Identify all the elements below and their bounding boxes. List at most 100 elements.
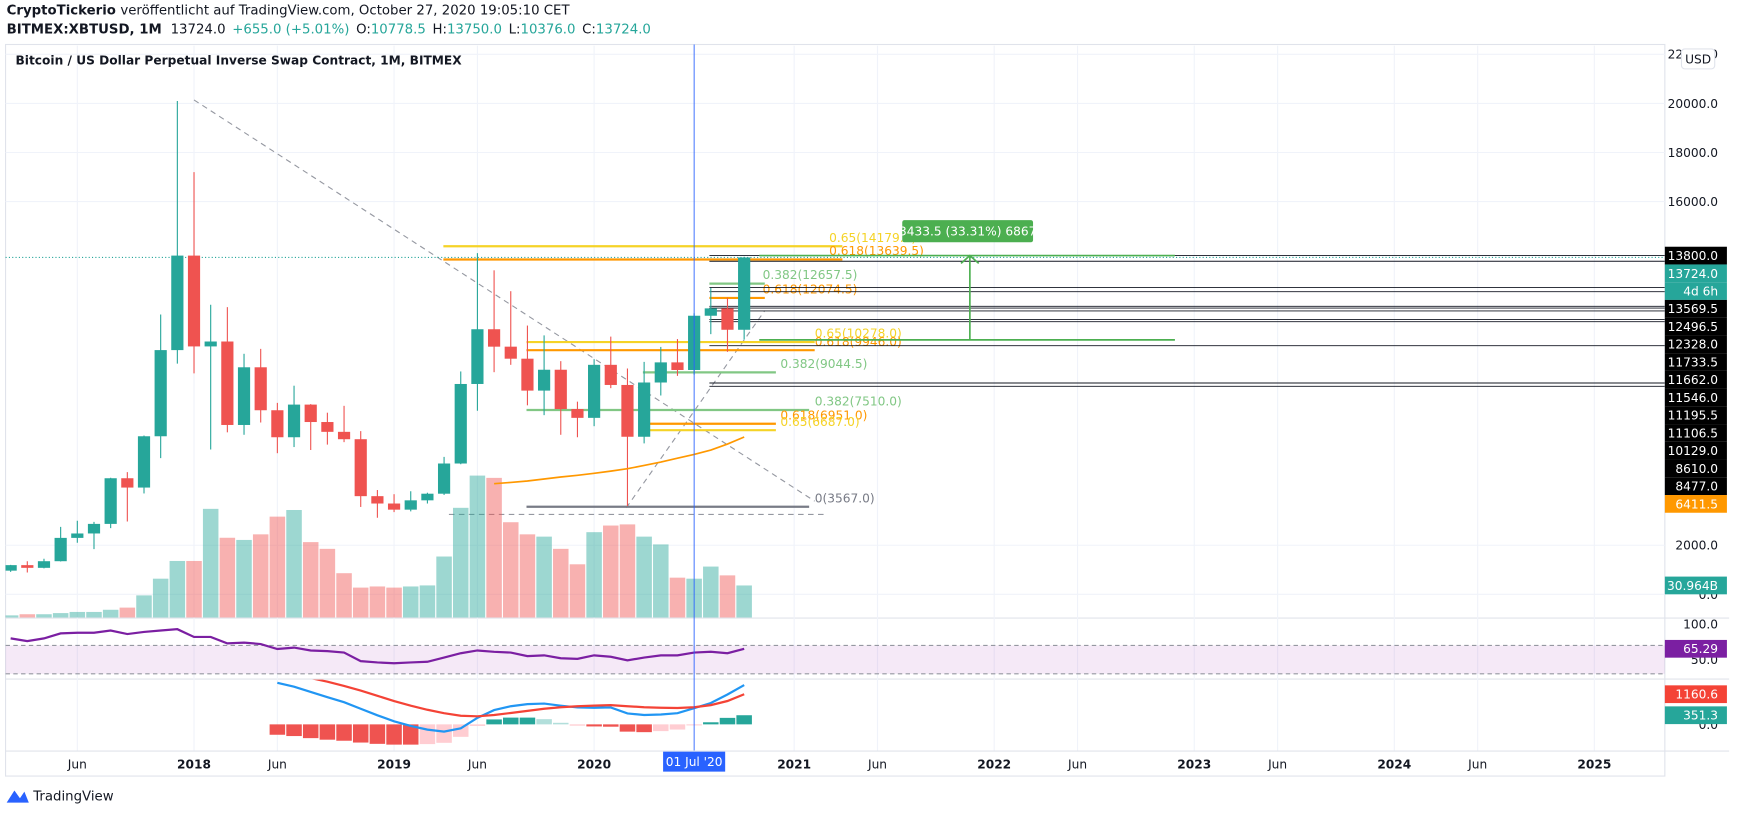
- macd-histogram: [402, 724, 419, 745]
- candle-body: [738, 257, 751, 330]
- volume-bar: [136, 595, 152, 618]
- crosshair-label: 01 Jul '20: [666, 755, 723, 769]
- histogram-badge-box: [1664, 706, 1727, 725]
- chart-title: Bitcoin / US Dollar Perpetual Inverse Sw…: [16, 53, 463, 67]
- fib-label: 0.618(13639.5): [829, 244, 924, 258]
- volume-bar: [269, 516, 286, 618]
- price-badge-box: [1664, 406, 1727, 425]
- quote-value: 10376.0: [520, 22, 575, 37]
- price-badge-box: [1664, 335, 1727, 354]
- macd-pane: [269, 679, 752, 745]
- rsi-line: [10, 628, 745, 665]
- candle-body: [371, 496, 384, 504]
- volume-bar: [452, 507, 469, 618]
- candle-body: [704, 308, 717, 316]
- volume-bar: [603, 525, 619, 618]
- x-tick-label: Jun: [267, 757, 287, 771]
- volume-bar: [419, 585, 436, 618]
- macd-histogram: [352, 724, 369, 743]
- volume-bar: [703, 566, 719, 618]
- x-tick-label: Jun: [1267, 757, 1287, 771]
- price-badge: 11195.5: [1668, 409, 1718, 423]
- price-badge: 11733.5: [1668, 355, 1718, 369]
- x-tick-label: 2023: [1177, 757, 1211, 771]
- x-tick-label: 2022: [977, 757, 1011, 771]
- signal-line: [312, 679, 745, 718]
- macd-histogram: [269, 724, 286, 735]
- price-badge: 13569.5: [1668, 302, 1718, 316]
- quote-line: BITMEX:XBTUSD, 1M 13724.0 +655.0 (+5.01%) O…: [7, 22, 651, 37]
- price-badge: 13800.0: [1668, 249, 1718, 263]
- x-tick-label: 2024: [1377, 757, 1411, 771]
- candle-body: [171, 255, 184, 351]
- candle-body: [204, 341, 217, 347]
- price-badge: 10129.0: [1668, 444, 1718, 458]
- fib-label: 0.618(12074.5): [763, 283, 858, 297]
- price-badge-box: [1664, 353, 1727, 371]
- x-tick-label: 2018: [177, 757, 211, 771]
- candle-body: [287, 404, 301, 438]
- published: veröffentlicht auf TradingView.com, Octo…: [120, 4, 570, 19]
- candle-body: [487, 329, 501, 347]
- candle-body: [71, 533, 84, 538]
- quote-key: C:: [582, 22, 596, 37]
- volume-badge: 30.964B: [1667, 579, 1718, 593]
- rsi-pane: [5, 628, 1665, 675]
- volume-bar: [302, 542, 319, 618]
- fib-label: 0.65(14179.0): [829, 231, 916, 245]
- candle-body: [321, 422, 334, 432]
- macd-histogram: [569, 724, 586, 726]
- macd-line: [277, 681, 745, 733]
- candle-body: [721, 308, 734, 330]
- volume-bar: [369, 586, 386, 618]
- volume-bar: [186, 560, 202, 618]
- rsi-badge-box: [1664, 639, 1727, 658]
- macd-histogram: [603, 724, 619, 727]
- fib-label: 0.382(7510.0): [815, 395, 902, 409]
- last-price: 13724.0: [171, 22, 226, 37]
- macd-histogram: [336, 724, 352, 741]
- volume-bar: [319, 548, 336, 618]
- price-badge: 13724.0: [1668, 267, 1718, 281]
- macd-histogram: [286, 724, 302, 737]
- fib-label: 0.618(6951.0): [780, 408, 867, 422]
- volume-bar: [402, 586, 419, 618]
- volume-bar: [569, 564, 586, 618]
- candle-body: [54, 537, 67, 562]
- macd-histogram: [619, 724, 636, 732]
- macd-histogram: [386, 724, 402, 745]
- macd-histogram: [703, 722, 719, 725]
- macd-histogram: [553, 722, 569, 725]
- macd-histogram: [636, 724, 652, 733]
- volume-badge-box: [1664, 576, 1727, 595]
- price-badge-box: [1664, 441, 1727, 460]
- candle-body: [554, 369, 567, 410]
- candle-body: [588, 364, 601, 418]
- volume-bar: [486, 477, 502, 618]
- signal-badge-box: [1664, 685, 1727, 704]
- price-badge: 11106.5: [1668, 426, 1718, 440]
- candle-body: [571, 409, 584, 418]
- macd-histogram: [302, 724, 319, 739]
- macd-histogram: [503, 717, 519, 725]
- candle-body: [5, 565, 17, 571]
- volume-bar: [536, 536, 552, 618]
- volume-bar: [469, 475, 486, 618]
- volume-bar: [152, 578, 169, 618]
- candle-body: [521, 358, 534, 391]
- macd-histogram: [469, 724, 486, 726]
- macd-histogram: [653, 724, 669, 732]
- volume-bar: [669, 577, 686, 618]
- quote-value: 13750.0: [447, 22, 502, 37]
- volume-bar: [102, 609, 119, 618]
- rsi-tick-label: 100.0: [1683, 618, 1718, 632]
- candle-body: [304, 404, 317, 423]
- volume-bar: [5, 615, 19, 618]
- measure-label: 3433.5 (33.31%) 6867: [899, 225, 1036, 239]
- measure-arrowhead: [960, 254, 980, 264]
- x-tick-label: 2025: [1577, 757, 1611, 771]
- price-badge: 11546.0: [1668, 391, 1718, 405]
- candle-body: [538, 369, 551, 391]
- candle-body: [104, 478, 117, 524]
